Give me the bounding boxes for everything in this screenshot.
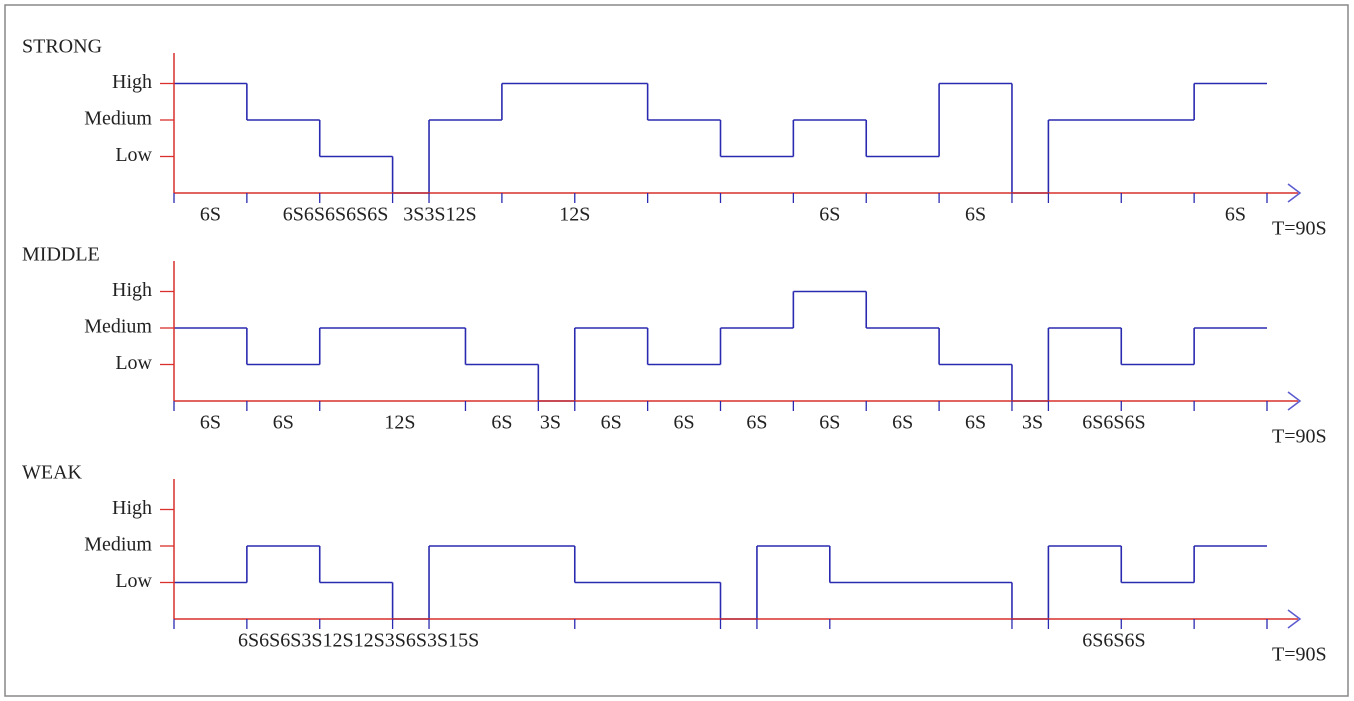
axis-arrow [1287, 183, 1302, 203]
duration-label: 6S [746, 412, 767, 434]
duration-label: 12S [559, 204, 590, 226]
panel-title: STRONG [22, 36, 102, 58]
duration-label: 6S [601, 412, 622, 434]
duration-label: 6S [819, 204, 840, 226]
level-label: Medium [84, 316, 152, 338]
level-label: Low [115, 144, 152, 166]
level-label: High [112, 71, 152, 93]
total-label: T=90S [1272, 426, 1327, 448]
duration-label: 6S [819, 412, 840, 434]
panel-title: WEAK [22, 462, 83, 484]
axis-arrow [1287, 609, 1302, 629]
total-label: T=90S [1272, 644, 1327, 666]
duration-label: 6S [491, 412, 512, 434]
total-label: T=90S [1272, 218, 1327, 240]
panel-title: MIDDLE [22, 244, 100, 266]
level-label: Medium [84, 108, 152, 130]
duration-label: 3S3S12S [403, 204, 476, 226]
duration-label: 6S [200, 412, 221, 434]
level-label: Medium [84, 534, 152, 556]
duration-label: 6S [892, 412, 913, 434]
level-label: High [112, 279, 152, 301]
duration-label: 6S [200, 204, 221, 226]
duration-label: 3S [540, 412, 561, 434]
duration-label: 3S [1022, 412, 1043, 434]
duration-label: 6S6S6S6S6S [283, 204, 389, 226]
duration-label: 6S [273, 412, 294, 434]
duration-label: 6S6S6S [1082, 630, 1145, 652]
level-label: High [112, 497, 152, 519]
duration-label: 6S [965, 204, 986, 226]
duration-label: 6S [674, 412, 695, 434]
duration-label: 12S [384, 412, 415, 434]
level-label: Low [115, 570, 152, 592]
level-label: Low [115, 352, 152, 374]
frame [4, 4, 1349, 697]
duration-label: 6S [1225, 204, 1246, 226]
duration-label: 6S6S6S [1082, 412, 1145, 434]
duration-label: 6S6S6S3S12S12S3S6S3S15S [238, 630, 479, 652]
duration-label: 6S [965, 412, 986, 434]
axis-arrow [1287, 391, 1302, 411]
